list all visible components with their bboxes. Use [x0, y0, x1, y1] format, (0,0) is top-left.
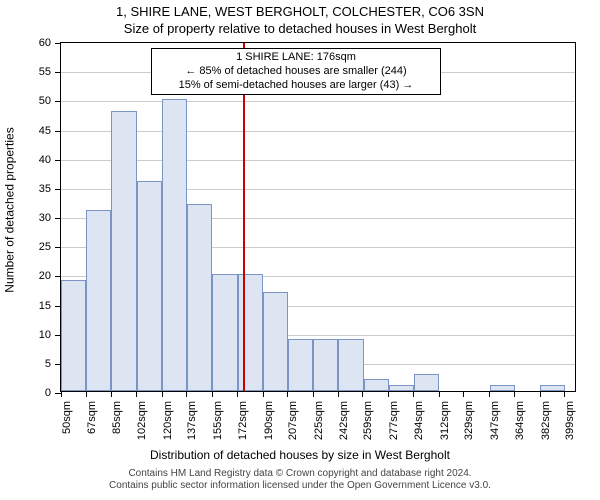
histogram-bar: [338, 339, 363, 392]
x-tick: [413, 391, 414, 397]
y-tick: [55, 218, 61, 219]
x-tick: [237, 391, 238, 397]
x-tick: [186, 391, 187, 397]
annotation-box: 1 SHIRE LANE: 176sqm← 85% of detached ho…: [151, 48, 441, 95]
annotation-line3: 15% of semi-detached houses are larger (…: [158, 79, 434, 93]
x-tick-label: 85sqm: [111, 401, 123, 451]
x-tick-label: 155sqm: [212, 401, 224, 451]
y-tick-label: 5: [45, 358, 51, 370]
histogram-bar: [111, 111, 136, 391]
annotation-line2: ← 85% of detached houses are smaller (24…: [158, 65, 434, 79]
y-tick: [55, 72, 61, 73]
x-tick: [111, 391, 112, 397]
y-tick-label: 25: [39, 241, 51, 253]
histogram-bar: [238, 274, 263, 391]
x-tick-label: 364sqm: [514, 401, 526, 451]
histogram-bar: [389, 385, 414, 391]
histogram-bar: [162, 99, 187, 391]
y-tick-label: 0: [45, 387, 51, 399]
x-tick: [489, 391, 490, 397]
x-tick: [287, 391, 288, 397]
gridline: [61, 131, 575, 132]
histogram-bar: [490, 385, 515, 391]
x-tick-label: 312sqm: [439, 401, 451, 451]
x-tick: [338, 391, 339, 397]
histogram-bar: [212, 274, 237, 391]
y-tick: [55, 131, 61, 132]
y-tick: [55, 43, 61, 44]
footer-line1: Contains HM Land Registry data © Crown c…: [0, 468, 600, 480]
y-tick: [55, 101, 61, 102]
y-tick: [55, 247, 61, 248]
x-tick: [439, 391, 440, 397]
histogram-bar: [187, 204, 212, 391]
y-tick-label: 15: [39, 300, 51, 312]
histogram-bar: [414, 374, 439, 392]
x-tick: [86, 391, 87, 397]
histogram-bar: [86, 210, 111, 391]
x-tick-label: 67sqm: [86, 401, 98, 451]
y-tick: [55, 276, 61, 277]
y-tick-label: 10: [39, 329, 51, 341]
y-tick-label: 60: [39, 37, 51, 49]
x-tick: [61, 391, 62, 397]
x-tick: [463, 391, 464, 397]
histogram-bar: [313, 339, 338, 392]
x-tick: [313, 391, 314, 397]
y-tick-label: 50: [39, 95, 51, 107]
x-tick: [564, 391, 565, 397]
x-tick: [136, 391, 137, 397]
histogram-bar: [540, 385, 565, 391]
histogram-bar: [364, 379, 389, 391]
x-tick-label: 242sqm: [338, 401, 350, 451]
histogram-bar: [61, 280, 86, 391]
x-tick: [362, 391, 363, 397]
y-tick-label: 55: [39, 66, 51, 78]
y-tick: [55, 189, 61, 190]
x-tick: [388, 391, 389, 397]
chart-title-line1: 1, SHIRE LANE, WEST BERGHOLT, COLCHESTER…: [0, 4, 600, 19]
x-tick-label: 259sqm: [362, 401, 374, 451]
x-tick: [514, 391, 515, 397]
gridline: [61, 160, 575, 161]
x-tick-label: 120sqm: [162, 401, 174, 451]
x-tick-label: 207sqm: [287, 401, 299, 451]
x-axis-label: Distribution of detached houses by size …: [0, 448, 600, 462]
histogram-bar: [288, 339, 313, 392]
x-tick-label: 294sqm: [413, 401, 425, 451]
x-tick-label: 137sqm: [186, 401, 198, 451]
x-tick-label: 50sqm: [61, 401, 73, 451]
y-tick-label: 45: [39, 125, 51, 137]
y-tick-label: 35: [39, 183, 51, 195]
x-tick: [540, 391, 541, 397]
x-tick-label: 102sqm: [136, 401, 148, 451]
y-axis-label-wrap: Number of detached properties: [2, 0, 18, 420]
x-tick: [162, 391, 163, 397]
y-tick-label: 40: [39, 154, 51, 166]
x-tick: [263, 391, 264, 397]
y-tick-label: 30: [39, 212, 51, 224]
chart-plot-area: 05101520253035404550556050sqm67sqm85sqm1…: [60, 42, 576, 392]
x-tick: [212, 391, 213, 397]
x-tick-label: 172sqm: [237, 401, 249, 451]
x-tick-label: 225sqm: [313, 401, 325, 451]
chart-footer: Contains HM Land Registry data © Crown c…: [0, 468, 600, 492]
x-tick-label: 277sqm: [388, 401, 400, 451]
footer-line2: Contains public sector information licen…: [0, 480, 600, 492]
x-tick-label: 382sqm: [540, 401, 552, 451]
x-tick-label: 347sqm: [489, 401, 501, 451]
annotation-line1: 1 SHIRE LANE: 176sqm: [158, 51, 434, 65]
y-tick-label: 20: [39, 270, 51, 282]
gridline: [61, 101, 575, 102]
x-tick-label: 399sqm: [564, 401, 576, 451]
y-tick: [55, 160, 61, 161]
x-tick-label: 329sqm: [463, 401, 475, 451]
histogram-bar: [263, 292, 288, 391]
y-axis-label: Number of detached properties: [3, 127, 17, 292]
histogram-bar: [137, 181, 162, 391]
x-tick-label: 190sqm: [263, 401, 275, 451]
chart-title-line2: Size of property relative to detached ho…: [0, 21, 600, 36]
